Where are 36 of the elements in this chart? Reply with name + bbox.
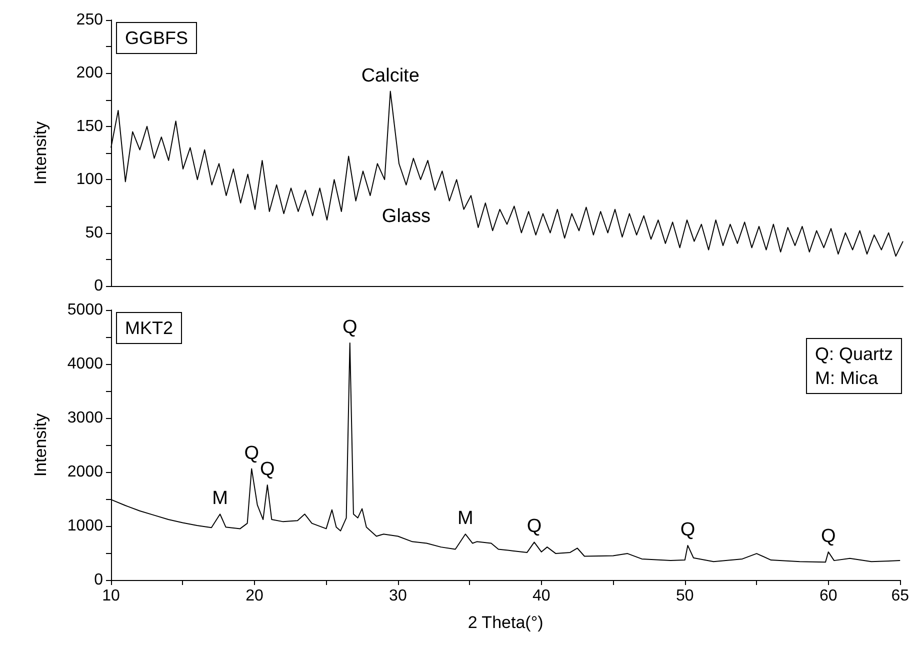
- y-tick-label: 3000: [67, 410, 104, 426]
- y-tick-label: 200: [76, 64, 104, 82]
- annotation: M: [457, 508, 474, 530]
- x-axis-title: 2 Theta(°): [468, 613, 544, 632]
- y-tick-label: 250: [76, 12, 104, 28]
- annotation: MKT2: [116, 312, 182, 344]
- x-tick-label: 40: [532, 588, 550, 604]
- y-tick-label: 150: [76, 118, 104, 135]
- y-tick-label: 5000: [67, 302, 104, 318]
- annotation: Calcite: [361, 65, 420, 86]
- y-axis-title: Intensity: [31, 120, 50, 185]
- x-tick-label: 20: [246, 588, 264, 604]
- annotation: Q: [680, 519, 696, 540]
- x-tick-label: 60: [819, 588, 838, 604]
- y-tick-label: 50: [85, 224, 104, 242]
- x-tick-label: 10: [102, 588, 120, 604]
- annotation: GGBFS: [116, 22, 198, 54]
- annotation: Glass: [382, 206, 430, 227]
- annotation: Q: [244, 442, 259, 464]
- x-tick-label: 30: [389, 588, 407, 604]
- y-axis-title: Intensity: [31, 412, 50, 477]
- x-tick-label: 65: [891, 588, 910, 604]
- y-tick-label: 2000: [67, 464, 104, 480]
- y-tick-label: 100: [76, 171, 104, 188]
- annotation: Q: [820, 526, 836, 547]
- annotation: Q: Quartz: [814, 343, 893, 366]
- y-tick-label: 4000: [67, 356, 104, 372]
- annotation: M: [212, 488, 228, 510]
- annotation: Q: [526, 516, 542, 538]
- annotation: M: Mica: [814, 367, 879, 390]
- annotation: Q: [342, 316, 358, 338]
- y-tick-label: 0: [94, 278, 104, 294]
- x-tick-label: 50: [676, 588, 694, 604]
- y-tick-label: 0: [94, 572, 104, 588]
- annotation: Q: [260, 458, 275, 480]
- y-tick-label: 1000: [67, 518, 104, 534]
